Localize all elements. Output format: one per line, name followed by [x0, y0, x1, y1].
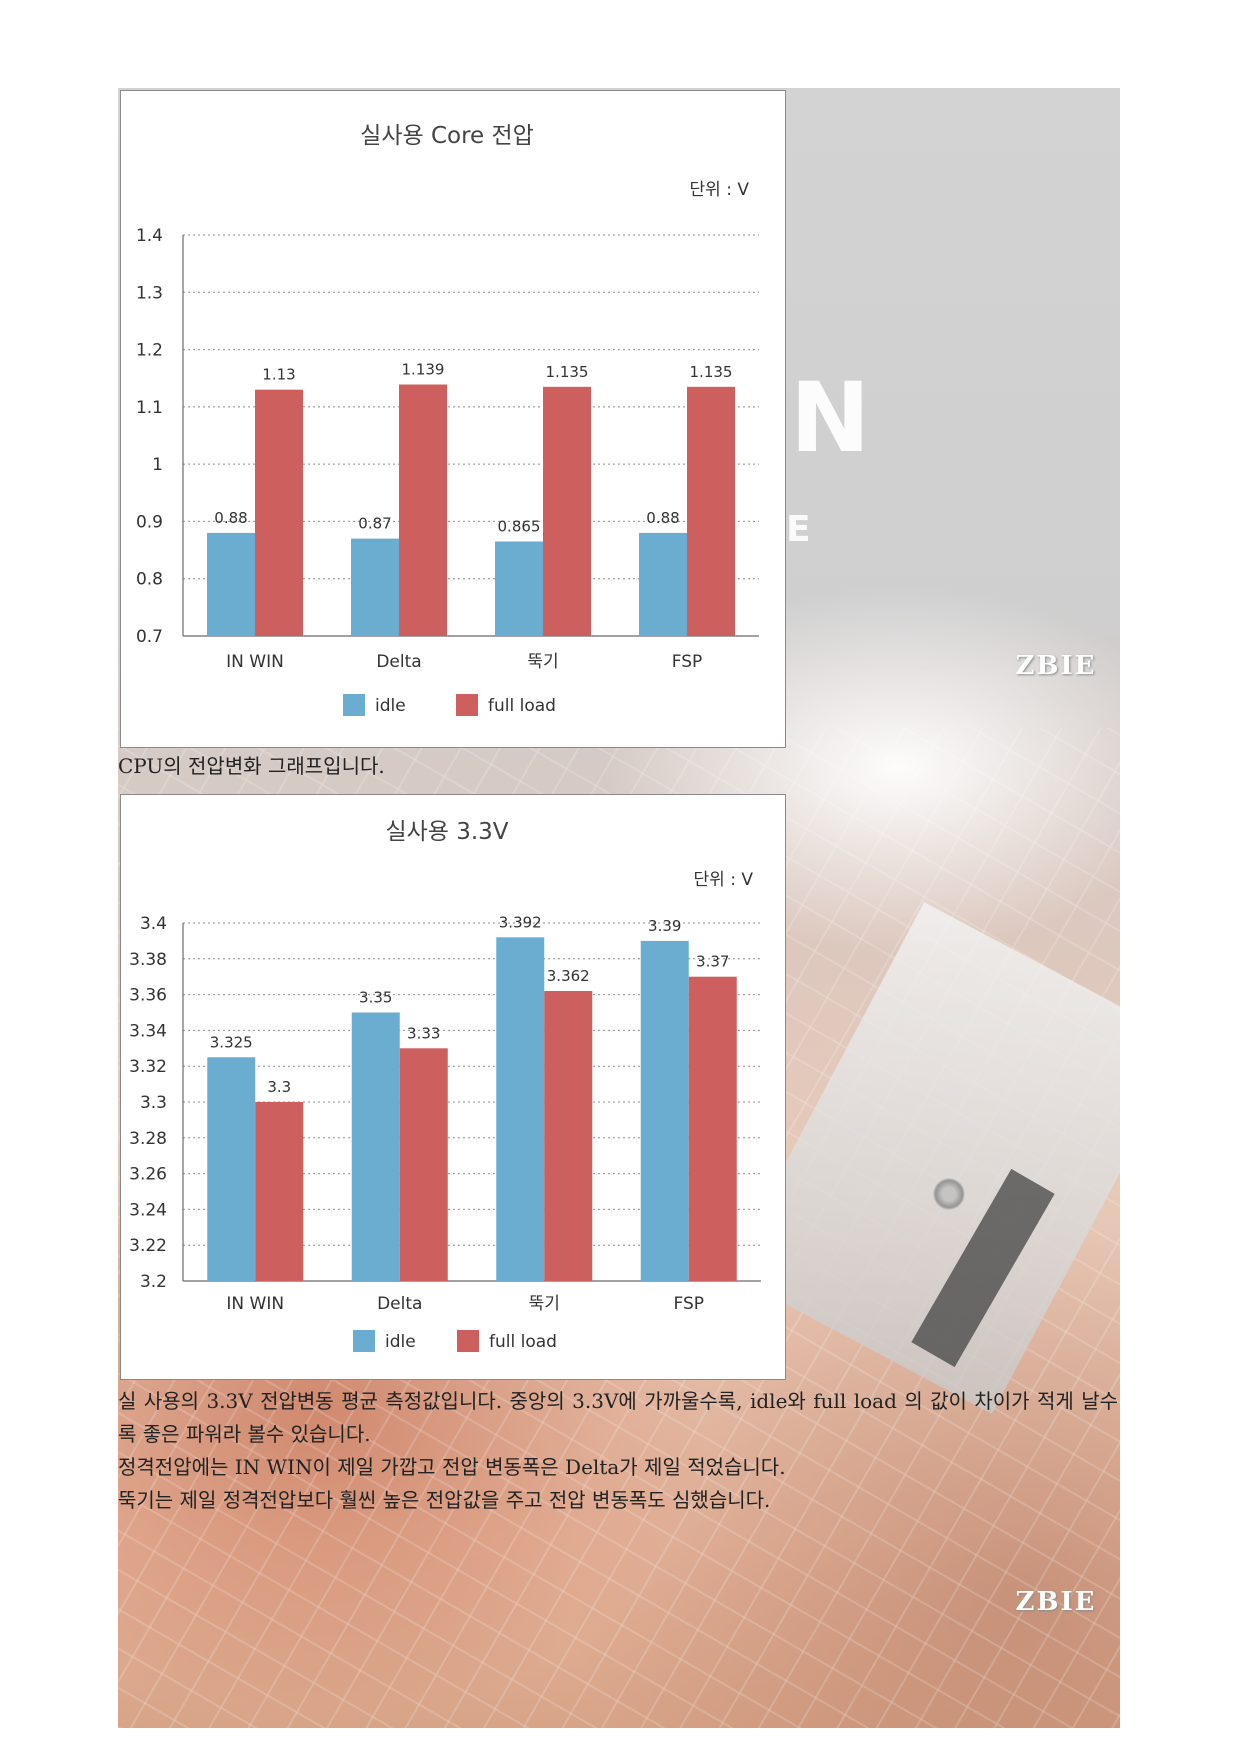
y-tick-label: 3.4 [140, 914, 167, 934]
legend-swatch [456, 694, 478, 716]
data-label: 3.392 [499, 913, 542, 931]
bar-full-load [399, 384, 447, 636]
x-tick-label: Delta [376, 652, 421, 672]
data-label: 1.135 [690, 363, 733, 381]
bar-full-load [543, 386, 591, 636]
background-letter: N [790, 362, 871, 474]
data-label: 3.362 [547, 967, 590, 985]
data-label: 0.87 [358, 515, 391, 533]
bar-full-load [688, 976, 737, 1281]
data-label: 3.35 [359, 989, 392, 1007]
paragraph: 정격전압에는 IN WIN이 제일 가깝고 전압 변동폭은 Delta가 제일 … [118, 1455, 786, 1479]
data-label: 3.39 [648, 917, 681, 935]
legend-label: full load [489, 1332, 557, 1352]
data-label: 1.135 [546, 363, 589, 381]
y-tick-label: 3.26 [129, 1165, 167, 1185]
x-tick-label: FSP [672, 652, 703, 672]
y-tick-label: 1.1 [136, 398, 163, 418]
y-tick-label: 0.8 [136, 570, 163, 590]
y-tick-label: 1.2 [136, 341, 163, 361]
bar-idle [207, 1057, 256, 1281]
bar-full-load [399, 1048, 448, 1281]
legend-swatch [457, 1330, 479, 1352]
data-label: 0.88 [646, 509, 679, 527]
data-label: 1.139 [402, 361, 445, 379]
paragraph: 실 사용의 3.3V 전압변동 평균 측정값입니다. 중앙의 3.3V에 가까울… [118, 1389, 1118, 1446]
x-tick-label: Delta [377, 1294, 422, 1314]
x-tick-label: 뚝기 [527, 652, 558, 672]
bar-full-load [255, 389, 303, 636]
y-tick-label: 3.36 [129, 986, 167, 1006]
watermark-logo: ZBIE [1015, 651, 1097, 681]
legend-swatch [343, 694, 365, 716]
unit-label: 단위 : V [694, 870, 754, 890]
x-tick-label: IN WIN [226, 652, 284, 672]
y-tick-label: 0.7 [136, 627, 163, 647]
x-tick-label: 뚝기 [529, 1294, 560, 1314]
y-tick-label: 3.32 [129, 1057, 167, 1077]
chart-title: 실사용 Core 전압 [360, 123, 534, 149]
unit-label: 단위 : V [690, 180, 750, 200]
bar-idle [351, 1012, 400, 1281]
y-tick-label: 3.3 [140, 1093, 167, 1113]
bar-idle [495, 541, 543, 636]
bar-idle [639, 532, 687, 636]
bar-full-load [687, 386, 735, 636]
y-tick-label: 3.34 [129, 1021, 167, 1041]
analysis-text: 실 사용의 3.3V 전압변동 평균 측정값입니다. 중앙의 3.3V에 가까울… [118, 1385, 1118, 1517]
chart-title: 실사용 3.3V [385, 819, 508, 845]
paragraph: 뚝기는 제일 정격전압보다 훨씬 높은 전압값을 주고 전압 변동폭도 심했습니… [118, 1488, 771, 1512]
y-tick-label: 1.4 [136, 226, 163, 246]
data-label: 3.37 [696, 953, 729, 971]
y-tick-label: 3.2 [140, 1272, 167, 1292]
watermark-logo: ZBIE [1015, 1587, 1097, 1617]
data-label: 3.3 [267, 1078, 291, 1096]
rail-3v3-chart: 실사용 3.3V 단위 : V 3.4 3.38 3.36 3.34 3.32 3.3 3.28… [120, 794, 786, 1380]
data-label: 0.88 [214, 509, 247, 527]
chart-svg: 실사용 3.3V 단위 : V 3.4 3.38 3.36 3.34 3.32 3.3 3.28… [129, 819, 761, 1352]
legend-label: idle [375, 696, 406, 716]
chart-caption: CPU의 전압변화 그래프입니다. [118, 754, 385, 778]
background-letter-small: E [786, 509, 811, 550]
data-label: 3.325 [210, 1033, 253, 1051]
x-tick-label: IN WIN [226, 1294, 284, 1314]
bar-full-load [544, 991, 593, 1281]
data-label: 0.865 [498, 517, 541, 535]
bar-idle [207, 532, 255, 636]
x-tick-label: FSP [673, 1294, 704, 1314]
bar-idle [351, 538, 399, 636]
screw-icon [933, 1178, 965, 1210]
data-label: 3.33 [407, 1024, 440, 1042]
y-tick-label: 0.9 [136, 512, 163, 532]
legend-swatch [353, 1330, 375, 1352]
bar-full-load [255, 1102, 304, 1281]
bar-idle [640, 940, 689, 1281]
y-tick-label: 3.22 [129, 1236, 167, 1256]
y-tick-label: 1 [152, 455, 163, 475]
y-tick-label: 3.38 [129, 950, 167, 970]
legend-label: full load [488, 696, 556, 716]
y-tick-label: 1.3 [136, 283, 163, 303]
y-tick-label: 3.28 [129, 1129, 167, 1149]
legend-label: idle [385, 1332, 416, 1352]
y-tick-label: 3.24 [129, 1200, 167, 1220]
data-label: 1.13 [262, 366, 295, 384]
bar-idle [496, 937, 545, 1281]
